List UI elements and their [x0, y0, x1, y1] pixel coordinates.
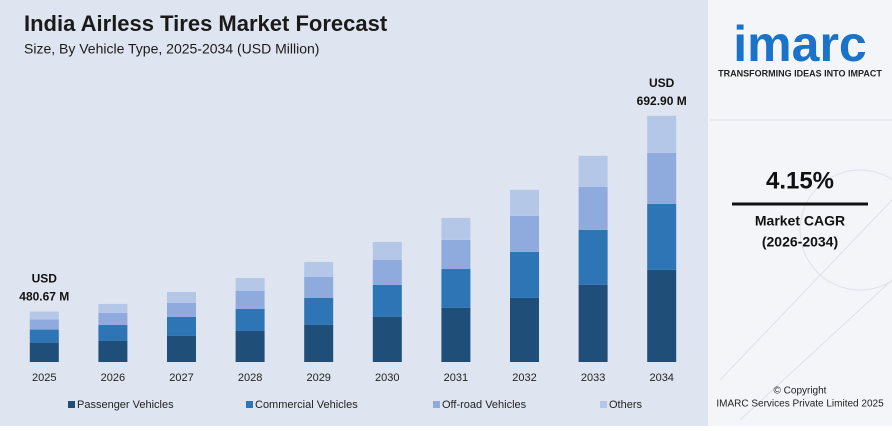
bar-segment [372, 241, 402, 260]
bar-segment [29, 319, 59, 330]
bar-segment [235, 330, 265, 362]
bar-segment [167, 291, 196, 303]
annotation: USD [32, 272, 58, 286]
bar-segment [167, 335, 196, 362]
legend-label: Commercial Vehicles [255, 399, 358, 411]
cagr-value: 4.15% [766, 167, 834, 194]
legend-label: Off-road Vehicles [442, 399, 527, 411]
sidebar-background [708, 0, 892, 426]
bar-segment [98, 312, 128, 325]
legend-label: Others [609, 399, 643, 411]
x-tick-label: 2026 [101, 372, 125, 384]
x-tick-label: 2025 [32, 372, 56, 384]
x-tick-label: 2027 [169, 372, 193, 384]
bar-segment [372, 316, 402, 362]
bar-segment [647, 152, 677, 204]
cagr-label: Market CAGR [755, 213, 845, 229]
bar-segment [510, 189, 539, 216]
logo-tagline: TRANSFORMING IDEAS INTO IMPACT [718, 68, 882, 78]
bar-segment [510, 215, 539, 252]
annotation: USD [649, 76, 675, 90]
bar-segment [441, 268, 471, 308]
x-tick-label: 2033 [581, 372, 605, 384]
bar-segment [29, 342, 59, 362]
bar-segment [578, 186, 608, 230]
bar-segment [372, 259, 402, 285]
bar-segment [235, 290, 265, 309]
bar-segment [29, 329, 59, 343]
annotation: 692.90 M [637, 94, 687, 108]
bar-segment [304, 297, 334, 325]
bar-segment [372, 284, 402, 317]
bar-segment [441, 217, 471, 240]
sidebar-decoration [710, 119, 892, 421]
legend-swatch [433, 401, 440, 408]
x-tick-label: 2032 [512, 372, 536, 384]
bar-segment [578, 284, 608, 362]
copyright: © Copyright [774, 386, 827, 397]
legend-swatch [600, 401, 607, 408]
bar-segment [510, 297, 539, 362]
x-tick-label: 2034 [649, 372, 673, 384]
bar-segment [647, 269, 677, 362]
bar-segment [98, 303, 128, 313]
bar-segment [167, 302, 196, 317]
x-tick-label: 2029 [306, 372, 330, 384]
bar-segment [510, 251, 539, 298]
bar-segment [304, 324, 334, 362]
bar-segment [647, 203, 677, 270]
x-tick-label: 2030 [375, 372, 399, 384]
bar-segment [578, 155, 608, 187]
copyright-owner: IMARC Services Private Limited 2025 [716, 399, 884, 410]
chart-title: India Airless Tires Market Forecast [24, 11, 388, 36]
cagr-period: (2026-2034) [762, 234, 838, 250]
bar-segment [304, 276, 334, 298]
legend-swatch [68, 401, 75, 408]
bar-segment [441, 307, 471, 362]
legend-swatch [246, 401, 253, 408]
legend-label: Passenger Vehicles [77, 399, 174, 411]
bar-segment [29, 311, 59, 320]
bar-segment [304, 261, 334, 277]
bar-segment [98, 340, 128, 362]
chart-subtitle: Size, By Vehicle Type, 2025-2034 (USD Mi… [24, 41, 319, 57]
bar-segment [98, 324, 128, 341]
bar-segment [235, 277, 265, 291]
bar-segment [441, 239, 471, 269]
x-tick-label: 2031 [444, 372, 468, 384]
bar-segment [167, 316, 196, 336]
logo: imarc [733, 16, 866, 72]
bar-segment [578, 229, 608, 285]
bar-segment [647, 115, 677, 153]
annotation: 480.67 M [19, 290, 69, 304]
x-tick-label: 2028 [238, 372, 262, 384]
bar-segment [235, 308, 265, 331]
